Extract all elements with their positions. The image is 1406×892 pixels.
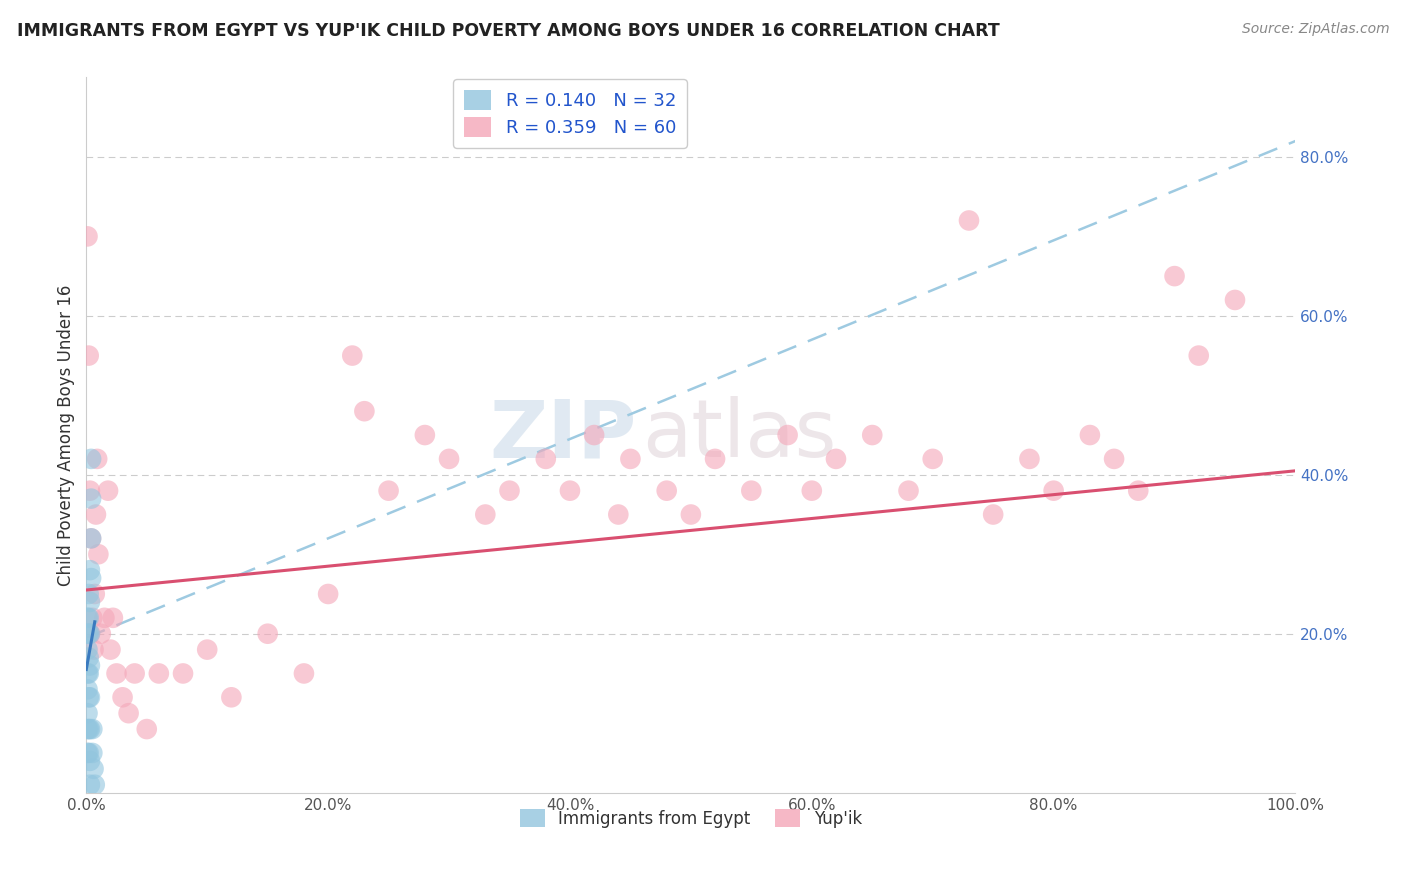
Point bbox=[117, 706, 139, 721]
Point bbox=[77, 722, 100, 736]
Point bbox=[82, 746, 104, 760]
Point bbox=[76, 722, 98, 736]
Point bbox=[124, 666, 146, 681]
Point bbox=[776, 428, 799, 442]
Point bbox=[82, 611, 104, 625]
Point bbox=[83, 762, 105, 776]
Point bbox=[1128, 483, 1150, 498]
Point bbox=[655, 483, 678, 498]
Point bbox=[921, 451, 943, 466]
Point bbox=[84, 508, 107, 522]
Point bbox=[740, 483, 762, 498]
Point bbox=[77, 611, 100, 625]
Point bbox=[353, 404, 375, 418]
Point bbox=[558, 483, 581, 498]
Point bbox=[76, 682, 98, 697]
Point bbox=[1223, 293, 1246, 307]
Point bbox=[534, 451, 557, 466]
Point bbox=[100, 642, 122, 657]
Point bbox=[437, 451, 460, 466]
Legend: Immigrants from Egypt, Yup'ik: Immigrants from Egypt, Yup'ik bbox=[513, 803, 869, 834]
Point bbox=[111, 690, 134, 705]
Point bbox=[292, 666, 315, 681]
Point bbox=[619, 451, 641, 466]
Point bbox=[800, 483, 823, 498]
Point bbox=[342, 349, 364, 363]
Point bbox=[172, 666, 194, 681]
Point bbox=[1078, 428, 1101, 442]
Point bbox=[825, 451, 848, 466]
Point bbox=[79, 626, 101, 640]
Point bbox=[77, 626, 100, 640]
Point bbox=[1163, 269, 1185, 284]
Point bbox=[76, 626, 98, 640]
Point bbox=[77, 666, 100, 681]
Point bbox=[77, 587, 100, 601]
Point bbox=[80, 491, 103, 506]
Point bbox=[77, 650, 100, 665]
Point bbox=[79, 483, 101, 498]
Point bbox=[90, 626, 112, 640]
Point bbox=[704, 451, 727, 466]
Point bbox=[316, 587, 339, 601]
Point bbox=[80, 532, 103, 546]
Point bbox=[82, 722, 104, 736]
Point bbox=[79, 658, 101, 673]
Point bbox=[76, 666, 98, 681]
Point bbox=[583, 428, 606, 442]
Point bbox=[1018, 451, 1040, 466]
Point bbox=[76, 229, 98, 244]
Point bbox=[135, 722, 157, 736]
Point bbox=[87, 547, 110, 561]
Point bbox=[105, 666, 128, 681]
Point bbox=[195, 642, 218, 657]
Point bbox=[101, 611, 124, 625]
Point bbox=[377, 483, 399, 498]
Point bbox=[860, 428, 883, 442]
Y-axis label: Child Poverty Among Boys Under 16: Child Poverty Among Boys Under 16 bbox=[58, 285, 75, 586]
Point bbox=[76, 706, 98, 721]
Point bbox=[79, 754, 101, 768]
Point bbox=[679, 508, 702, 522]
Point bbox=[86, 451, 108, 466]
Point bbox=[1188, 349, 1211, 363]
Point bbox=[93, 611, 115, 625]
Point bbox=[957, 213, 980, 227]
Text: ZIP: ZIP bbox=[489, 396, 637, 474]
Point bbox=[413, 428, 436, 442]
Point bbox=[83, 642, 105, 657]
Point bbox=[83, 587, 105, 601]
Point bbox=[79, 690, 101, 705]
Point bbox=[79, 722, 101, 736]
Point bbox=[79, 563, 101, 577]
Point bbox=[148, 666, 170, 681]
Text: Source: ZipAtlas.com: Source: ZipAtlas.com bbox=[1241, 22, 1389, 37]
Point bbox=[79, 778, 101, 792]
Point bbox=[83, 778, 105, 792]
Point bbox=[77, 349, 100, 363]
Point bbox=[498, 483, 520, 498]
Text: atlas: atlas bbox=[643, 396, 837, 474]
Point bbox=[76, 746, 98, 760]
Point bbox=[79, 595, 101, 609]
Point bbox=[80, 571, 103, 585]
Point bbox=[607, 508, 630, 522]
Point bbox=[80, 532, 103, 546]
Point bbox=[474, 508, 496, 522]
Point bbox=[79, 626, 101, 640]
Point bbox=[77, 690, 100, 705]
Point bbox=[981, 508, 1004, 522]
Point bbox=[1042, 483, 1064, 498]
Point bbox=[77, 746, 100, 760]
Point bbox=[1102, 451, 1125, 466]
Point bbox=[97, 483, 120, 498]
Point bbox=[76, 642, 98, 657]
Point bbox=[897, 483, 920, 498]
Point bbox=[256, 626, 278, 640]
Point bbox=[221, 690, 243, 705]
Point bbox=[76, 611, 98, 625]
Point bbox=[80, 451, 103, 466]
Text: IMMIGRANTS FROM EGYPT VS YUP'IK CHILD POVERTY AMONG BOYS UNDER 16 CORRELATION CH: IMMIGRANTS FROM EGYPT VS YUP'IK CHILD PO… bbox=[17, 22, 1000, 40]
